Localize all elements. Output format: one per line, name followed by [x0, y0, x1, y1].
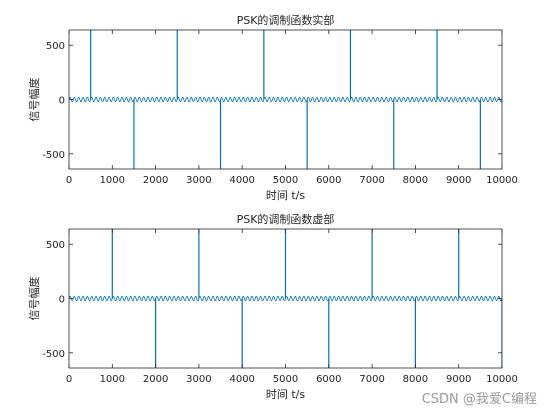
y-tick-label-2: 500 — [46, 240, 65, 251]
x-tick-label-1: 1000 — [100, 374, 125, 385]
x-tick-label-6: 6000 — [316, 175, 341, 186]
x-tick-label-7: 7000 — [359, 374, 384, 385]
y-tick-label-1: 0 — [59, 295, 65, 306]
x-tick-label-1: 1000 — [100, 175, 125, 186]
chart-imag-part: 0 1000 2000 3000 4000 5000 6000 7000 8000 9000 100… — [27, 212, 518, 401]
y-tick-label-0: -500 — [42, 349, 65, 360]
x-tick-label-0: 0 — [66, 374, 72, 385]
x-tick-label-5: 5000 — [273, 374, 298, 385]
chart-title: PSK的调制函数实部 — [237, 13, 335, 27]
y-tick-label-1: 0 — [59, 96, 65, 107]
y-tick-label-0: -500 — [42, 150, 65, 161]
x-tick-label-8: 8000 — [403, 175, 428, 186]
baseline-ripple-line — [69, 96, 502, 103]
y-axis-label: 信号幅度 — [27, 277, 41, 321]
x-tick-label-10: 10000 — [486, 175, 518, 186]
x-tick-label-9: 9000 — [446, 175, 471, 186]
x-tick-label-6: 6000 — [316, 374, 341, 385]
x-tick-label-3: 3000 — [186, 374, 211, 385]
x-tick-label-5: 5000 — [273, 175, 298, 186]
y-tick-label-2: 500 — [46, 41, 65, 52]
series-group — [69, 30, 502, 169]
x-axis-label: 时间 t/s — [266, 388, 306, 401]
x-tick-label-10: 10000 — [486, 374, 518, 385]
chart-title: PSK的调制函数虚部 — [237, 212, 335, 226]
chart-real-part: 0 1000 2000 3000 4000 5000 6000 7000 8000 9000 100… — [27, 13, 518, 202]
x-tick-label-2: 2000 — [143, 374, 168, 385]
x-tick-label-0: 0 — [66, 175, 72, 186]
x-tick-label-2: 2000 — [143, 175, 168, 186]
x-tick-label-7: 7000 — [359, 175, 384, 186]
watermark: CSDN @我爱C编程 — [421, 392, 537, 407]
x-tick-label-8: 8000 — [403, 374, 428, 385]
series-group — [69, 229, 502, 368]
x-tick-label-9: 9000 — [446, 374, 471, 385]
x-tick-label-4: 4000 — [229, 374, 254, 385]
y-axis-label: 信号幅度 — [27, 78, 41, 122]
x-tick-label-4: 4000 — [229, 175, 254, 186]
x-tick-label-3: 3000 — [186, 175, 211, 186]
x-axis-label: 时间 t/s — [266, 189, 306, 202]
